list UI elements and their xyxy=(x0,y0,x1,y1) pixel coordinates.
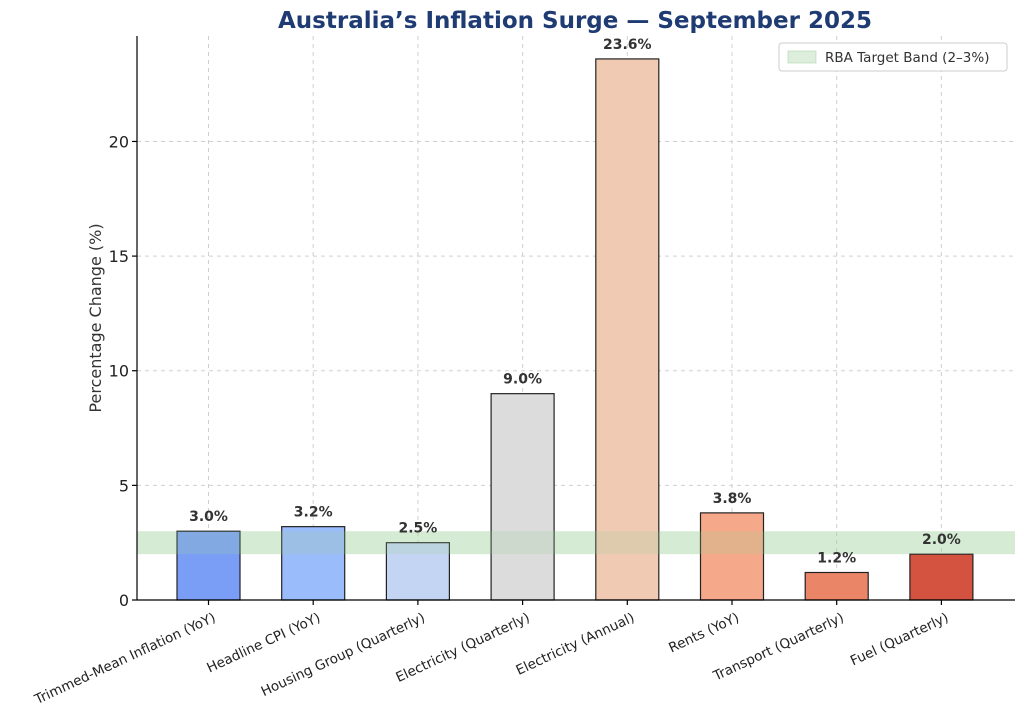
data-label: 1.2% xyxy=(817,550,856,566)
y-tick-label: 0 xyxy=(119,591,129,610)
data-label: 2.5% xyxy=(398,521,437,537)
target-band-overlay-area xyxy=(137,531,1015,555)
target-band-overlay xyxy=(137,531,1015,555)
bar xyxy=(385,542,450,601)
legend-frame xyxy=(778,42,1008,72)
legend-label: RBA Target Band (2–3%) xyxy=(825,50,989,66)
y-axis-label: Percentage Change (%) xyxy=(86,223,105,412)
bar xyxy=(595,58,660,601)
y-tick-label: 20 xyxy=(109,132,129,151)
x-tick-label: Housing Group (Quarterly) xyxy=(259,610,428,700)
bar xyxy=(490,393,555,601)
data-label: 3.0% xyxy=(189,509,228,525)
legend-swatch xyxy=(787,50,817,64)
data-label: 23.6% xyxy=(603,37,652,53)
bar xyxy=(281,526,346,601)
data-label: 3.8% xyxy=(713,491,752,507)
data-label: 2.0% xyxy=(922,532,961,548)
data-labels: 3.0% 3.2% 2.5% 9.0% 23.6% 3.8% 1.2% 2.0% xyxy=(189,37,961,567)
target-band xyxy=(137,531,1015,555)
data-label: 9.0% xyxy=(503,372,542,388)
x-tick-label: Fuel (Quarterly) xyxy=(848,610,951,669)
bar xyxy=(176,530,241,601)
data-label: 3.2% xyxy=(294,505,333,521)
x-tick-label: Rents (YoY) xyxy=(666,610,741,657)
grid xyxy=(137,36,1015,601)
bar xyxy=(909,553,974,601)
y-tick-label: 10 xyxy=(109,362,129,381)
chart-title: Australia’s Inflation Surge — September … xyxy=(278,8,872,34)
bars xyxy=(176,58,974,601)
x-tick-label: Electricity (Annual) xyxy=(514,610,638,679)
bar xyxy=(699,512,765,601)
axes xyxy=(132,36,1015,605)
x-tick-label: Trimmed-Mean Inflation (YoY) xyxy=(31,610,218,708)
y-tick-label: 15 xyxy=(109,247,129,266)
legend: RBA Target Band (2–3%) xyxy=(778,42,1008,72)
y-tick-label: 5 xyxy=(119,476,129,495)
target-band-area xyxy=(137,531,1015,555)
bar xyxy=(804,571,869,601)
